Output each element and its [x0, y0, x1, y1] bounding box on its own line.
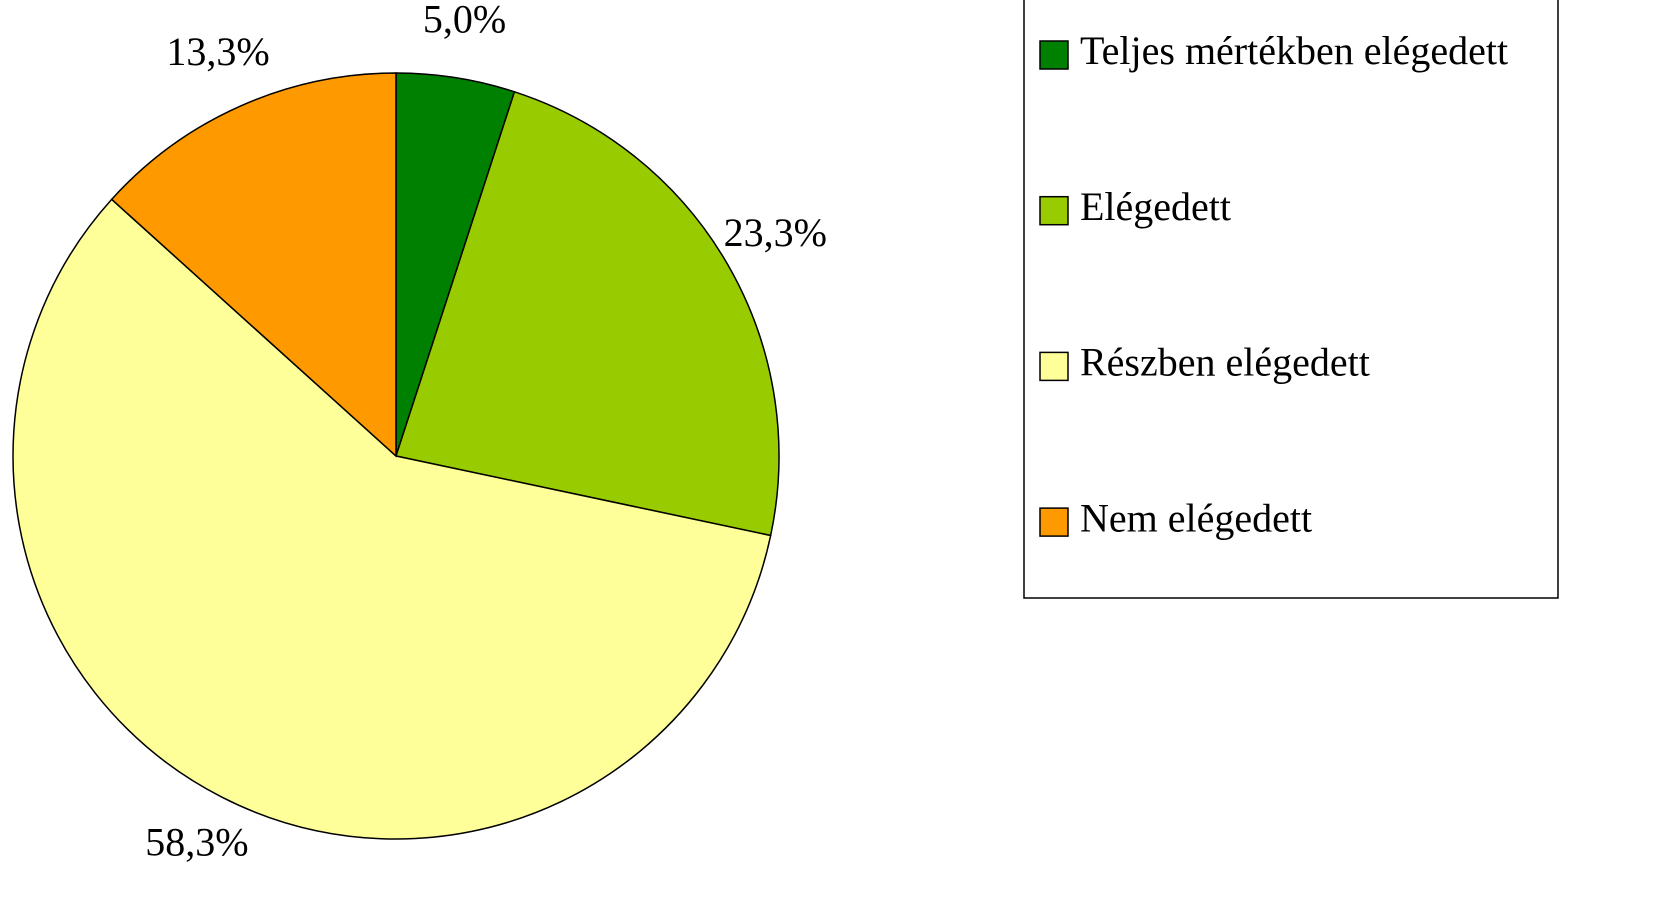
legend-swatch	[1039, 195, 1069, 226]
legend-label: Nem elégedett	[1080, 495, 1312, 540]
data-label: 5,0%	[423, 0, 506, 42]
legend-swatch	[1039, 507, 1069, 537]
legend-swatch	[1039, 351, 1069, 382]
data-label: 23,3%	[724, 210, 827, 255]
legend-label: Teljes mértékben elégedett	[1080, 28, 1508, 73]
data-label: 58,3%	[145, 819, 248, 864]
legend-label: Elégedett	[1080, 184, 1231, 229]
pie-slice	[12, 198, 772, 840]
pie-slice	[110, 72, 397, 458]
legend-swatch	[1039, 40, 1069, 70]
data-label: 13,3%	[166, 29, 269, 74]
pie-slice	[395, 90, 780, 537]
legend-label: Részben elégedett	[1080, 340, 1370, 385]
legend-box	[1023, 0, 1559, 599]
